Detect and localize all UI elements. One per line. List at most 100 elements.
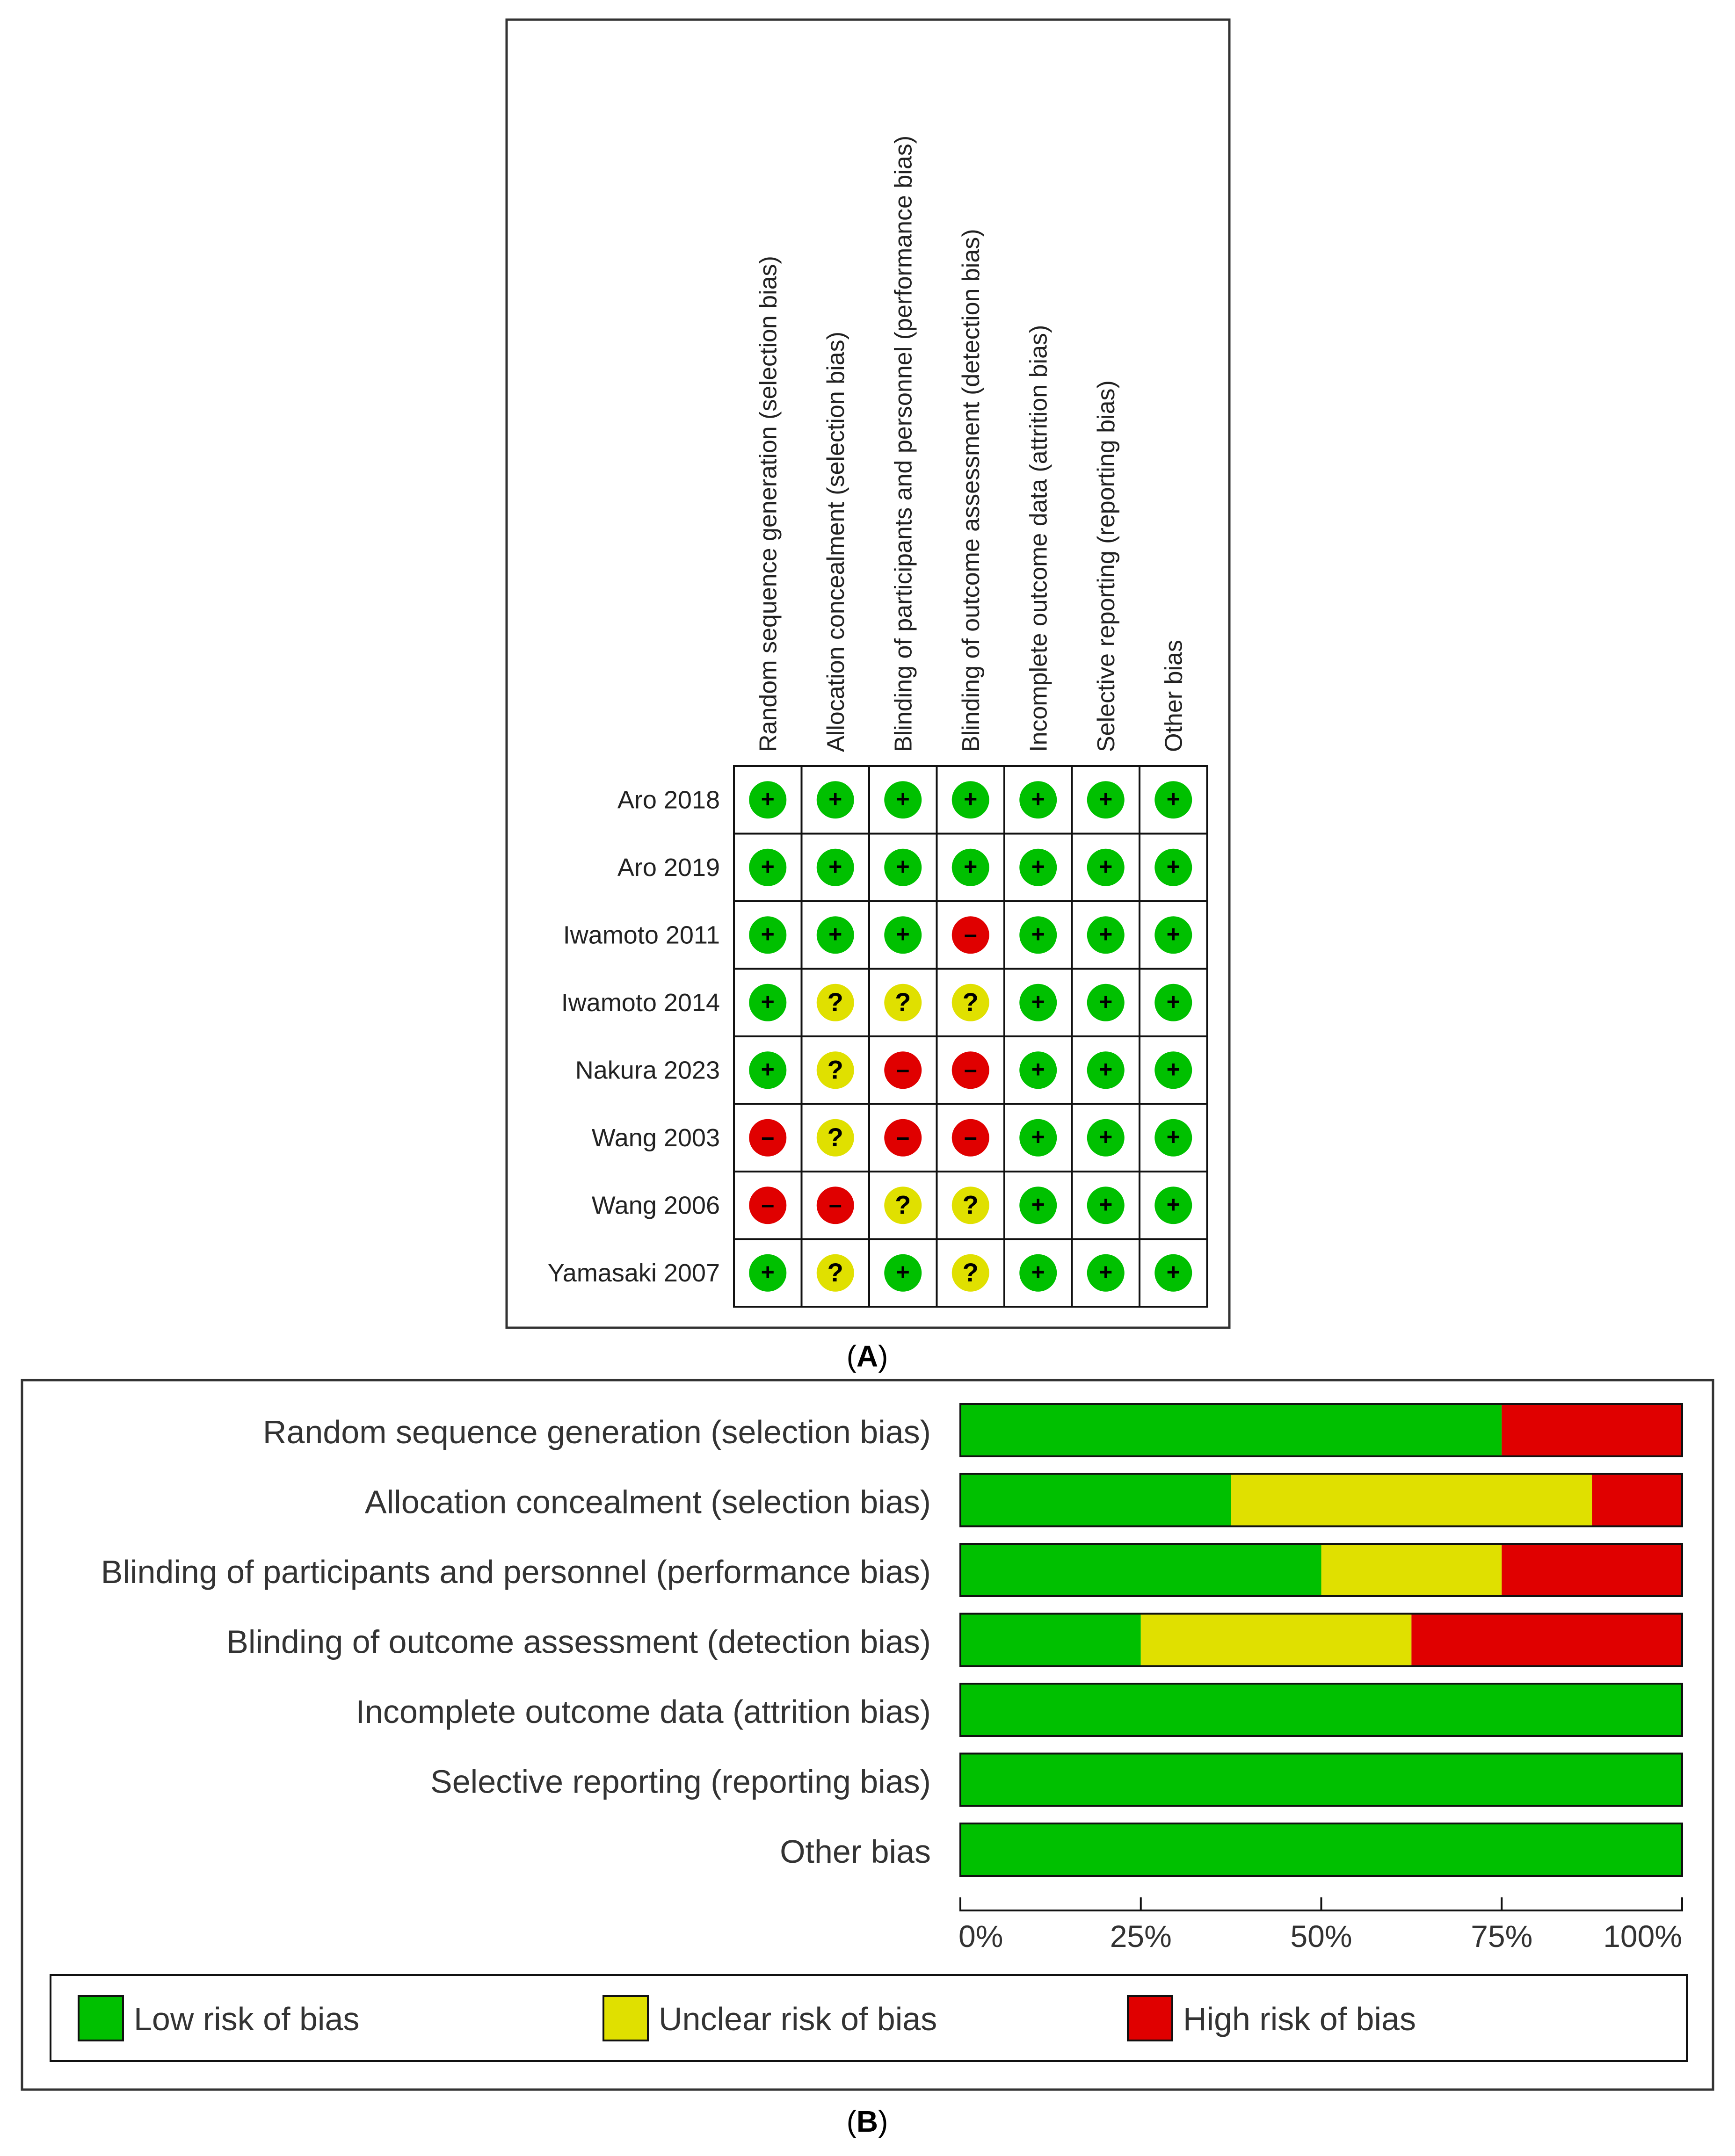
low-risk-symbol: + xyxy=(828,786,842,812)
judgement-unclear-risk: ? xyxy=(816,984,854,1021)
low-risk-symbol: + xyxy=(1167,1124,1180,1150)
low-risk-circle xyxy=(1087,1051,1125,1089)
judgement-low-risk: + xyxy=(1019,1254,1057,1292)
category-label: Other bias xyxy=(780,1833,931,1870)
x-tick-label: 0% xyxy=(958,1919,1003,1953)
low-risk-segment xyxy=(960,1753,1682,1806)
category-label: Selective reporting (reporting bias) xyxy=(430,1764,931,1800)
unclear-risk-circle xyxy=(951,1254,989,1292)
high-risk-symbol: – xyxy=(761,1191,774,1217)
low-risk-symbol: + xyxy=(761,921,775,947)
judgement-low-risk: + xyxy=(1087,984,1125,1021)
low-risk-circle xyxy=(816,848,854,886)
domain-column-header: Other bias xyxy=(1160,640,1187,752)
unclear-risk-symbol: ? xyxy=(828,1122,843,1152)
low-risk-circle xyxy=(1154,1187,1192,1224)
judgement-unclear-risk: ? xyxy=(816,1119,854,1157)
bar-outline xyxy=(959,1543,1683,1597)
unclear-risk-symbol: ? xyxy=(963,1190,979,1219)
low-risk-circle xyxy=(1154,1254,1192,1292)
low-risk-symbol: + xyxy=(896,1259,910,1285)
low-risk-symbol: + xyxy=(1167,921,1180,947)
judgement-low-risk: + xyxy=(1154,1254,1192,1292)
study-label: Aro 2019 xyxy=(617,854,720,882)
legend-label: Low risk of bias xyxy=(134,2001,359,2037)
legend-item: Unclear risk of bias xyxy=(603,1995,937,2041)
category-label: Blinding of outcome assessment (detectio… xyxy=(226,1624,931,1660)
low-risk-symbol: + xyxy=(896,921,910,947)
category-label: Blinding of participants and personnel (… xyxy=(101,1554,931,1590)
low-risk-circle xyxy=(749,781,787,819)
judgement-unclear-risk: ? xyxy=(816,1254,854,1292)
legend-item: High risk of bias xyxy=(1127,1995,1416,2041)
low-risk-circle xyxy=(816,916,854,954)
low-risk-segment xyxy=(960,1544,1321,1596)
low-risk-symbol: + xyxy=(1167,854,1180,880)
judgement-low-risk: + xyxy=(749,781,787,819)
legend-label: Unclear risk of bias xyxy=(659,2001,937,2037)
unclear-risk-circle xyxy=(816,1051,854,1089)
unclear-risk-circle xyxy=(816,1119,854,1157)
judgement-low-risk: + xyxy=(1087,848,1125,886)
low-risk-symbol: + xyxy=(1031,989,1045,1015)
low-risk-symbol: + xyxy=(761,1259,775,1285)
panel-a-caption: (A) xyxy=(847,1339,888,1373)
low-risk-symbol: + xyxy=(1099,786,1112,812)
judgement-low-risk: + xyxy=(1087,1051,1125,1089)
low-risk-symbol: + xyxy=(1099,989,1112,1015)
domain-column-header: Allocation concealment (selection bias) xyxy=(822,332,849,752)
x-tick-label: 75% xyxy=(1471,1919,1532,1953)
low-risk-circle xyxy=(884,1254,922,1292)
low-risk-symbol: + xyxy=(1031,1124,1045,1150)
unclear-risk-symbol: ? xyxy=(828,1258,843,1287)
judgement-high-risk: – xyxy=(884,1051,922,1089)
low-risk-circle xyxy=(1154,848,1192,886)
high-risk-segment xyxy=(1502,1544,1682,1596)
judgement-low-risk: + xyxy=(749,1051,787,1089)
judgement-low-risk: + xyxy=(884,916,922,954)
study-label: Iwamoto 2011 xyxy=(563,921,720,949)
high-risk-symbol: – xyxy=(964,1124,977,1150)
low-risk-circle xyxy=(1087,1254,1125,1292)
category-label: Random sequence generation (selection bi… xyxy=(263,1414,931,1450)
legend-swatch xyxy=(603,1995,649,2041)
panel-b-caption: (B) xyxy=(847,2105,888,2138)
low-risk-circle xyxy=(1019,1187,1057,1224)
low-risk-symbol: + xyxy=(1167,786,1180,812)
low-risk-symbol: + xyxy=(896,854,910,880)
low-risk-circle xyxy=(749,1254,787,1292)
high-risk-circle xyxy=(951,916,989,954)
judgement-low-risk: + xyxy=(1154,1119,1192,1157)
judgement-low-risk: + xyxy=(1019,984,1057,1021)
high-risk-segment xyxy=(1502,1404,1682,1456)
legend-label: High risk of bias xyxy=(1183,2001,1416,2037)
high-risk-circle xyxy=(951,1051,989,1089)
low-risk-circle xyxy=(1019,1254,1057,1292)
unclear-risk-circle xyxy=(951,1187,989,1224)
judgement-low-risk: + xyxy=(884,781,922,819)
study-label: Aro 2018 xyxy=(617,786,720,814)
judgement-low-risk: + xyxy=(884,848,922,886)
high-risk-circle xyxy=(884,1119,922,1157)
low-risk-symbol: + xyxy=(896,786,910,812)
risk-of-bias-graph: Random sequence generation (selection bi… xyxy=(50,1403,1688,2062)
low-risk-circle xyxy=(1154,1051,1192,1089)
judgement-low-risk: + xyxy=(1087,781,1125,819)
high-risk-circle xyxy=(884,1051,922,1089)
low-risk-circle xyxy=(884,781,922,819)
low-risk-circle xyxy=(1019,1051,1057,1089)
judgement-unclear-risk: ? xyxy=(951,1187,989,1224)
high-risk-circle xyxy=(951,1119,989,1157)
unclear-risk-segment xyxy=(1321,1544,1502,1596)
low-risk-symbol: + xyxy=(964,786,977,812)
judgement-low-risk: + xyxy=(749,848,787,886)
low-risk-circle xyxy=(1087,1119,1125,1157)
panel-a-frame xyxy=(505,18,1231,1329)
low-risk-segment xyxy=(960,1613,1141,1666)
x-tick-label: 50% xyxy=(1290,1919,1352,1953)
judgement-low-risk: + xyxy=(1019,781,1057,819)
x-tick-label: 25% xyxy=(1110,1919,1172,1953)
low-risk-circle xyxy=(1087,848,1125,886)
domain-column-header: Random sequence generation (selection bi… xyxy=(755,256,782,752)
